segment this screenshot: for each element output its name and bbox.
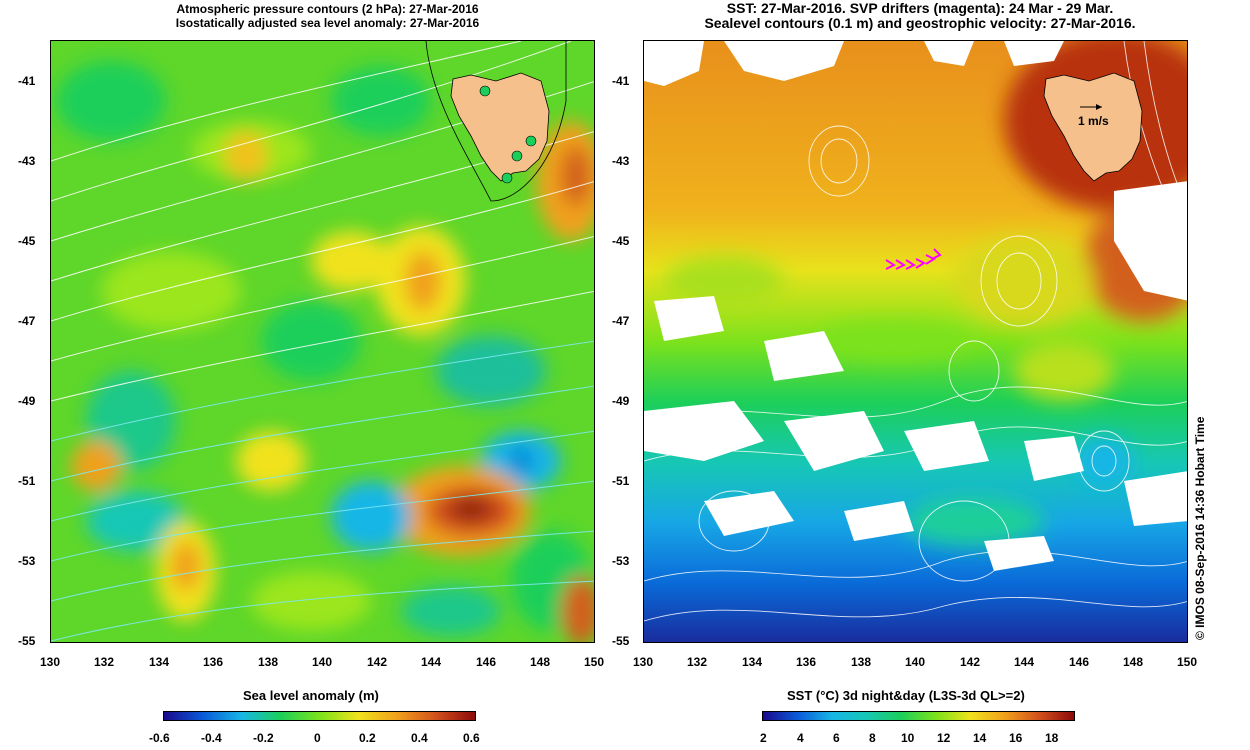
right-cbar-tick: 4 bbox=[797, 731, 804, 745]
lon-tick: 138 bbox=[258, 655, 279, 669]
right-cbar-tick: 14 bbox=[973, 731, 987, 745]
lon-tick: 140 bbox=[312, 655, 333, 669]
lon-tick: 136 bbox=[203, 655, 224, 669]
right-cbar-tick: 6 bbox=[833, 731, 840, 745]
svp-drifters bbox=[885, 248, 942, 270]
lat-tick: -55 bbox=[18, 634, 36, 648]
sea-level-anomaly-map bbox=[50, 40, 595, 643]
tasmania-land bbox=[450, 72, 550, 182]
lon-tick: 148 bbox=[1123, 655, 1144, 669]
lon-tick: 144 bbox=[1014, 655, 1035, 669]
lon-tick: 132 bbox=[687, 655, 708, 669]
lat-tick: -47 bbox=[612, 314, 630, 328]
lon-tick: 140 bbox=[905, 655, 926, 669]
lat-tick: -45 bbox=[18, 234, 36, 248]
lat-tick: -51 bbox=[18, 474, 36, 488]
lon-tick: 146 bbox=[476, 655, 497, 669]
lat-tick: -55 bbox=[612, 634, 630, 648]
left-cbar-tick: 0 bbox=[314, 731, 321, 745]
right-cbar-tick: 2 bbox=[760, 731, 767, 745]
right-title-line1: SST: 27-Mar-2016. SVP drifters (magenta)… bbox=[726, 0, 1114, 16]
lon-tick: 150 bbox=[1177, 655, 1198, 669]
lat-tick: -41 bbox=[612, 74, 630, 88]
left-cbar-tick: -0.2 bbox=[253, 731, 274, 745]
tasmania-land-sst bbox=[1043, 72, 1143, 182]
lon-tick: 132 bbox=[94, 655, 115, 669]
lon-tick: 134 bbox=[742, 655, 763, 669]
sst-colorbar bbox=[762, 711, 1075, 721]
left-cbar-tick: 0.6 bbox=[463, 731, 480, 745]
lat-tick: -41 bbox=[18, 74, 36, 88]
right-cbar-tick: 18 bbox=[1045, 731, 1059, 745]
lon-tick: 138 bbox=[851, 655, 872, 669]
lat-tick: -53 bbox=[612, 554, 630, 568]
lon-tick: 144 bbox=[421, 655, 442, 669]
left-cbar-tick: 0.4 bbox=[411, 731, 428, 745]
right-cbar-tick: 8 bbox=[869, 731, 876, 745]
lat-tick: -43 bbox=[612, 154, 630, 168]
lon-tick: 142 bbox=[367, 655, 388, 669]
left-cbar-tick: -0.4 bbox=[201, 731, 222, 745]
lon-tick: 148 bbox=[530, 655, 551, 669]
lat-tick: -51 bbox=[612, 474, 630, 488]
lat-tick: -49 bbox=[18, 394, 36, 408]
lat-tick: -47 bbox=[18, 314, 36, 328]
lon-tick: 146 bbox=[1069, 655, 1090, 669]
lon-tick: 130 bbox=[633, 655, 654, 669]
right-title-line2: Sealevel contours (0.1 m) and geostrophi… bbox=[704, 15, 1136, 31]
copyright-text: © IMOS 08-Sep-2016 14:36 Hobart Time bbox=[1193, 416, 1207, 640]
left-colorbar-title: Sea level anomaly (m) bbox=[243, 688, 379, 703]
right-cbar-tick: 10 bbox=[901, 731, 915, 745]
lon-tick: 150 bbox=[584, 655, 605, 669]
lon-tick: 134 bbox=[149, 655, 170, 669]
lon-tick: 130 bbox=[40, 655, 61, 669]
lon-tick: 142 bbox=[960, 655, 981, 669]
lat-tick: -49 bbox=[612, 394, 630, 408]
sst-map bbox=[643, 40, 1188, 643]
velocity-scale-arrow bbox=[1080, 104, 1102, 110]
velocity-scale-label: 1 m/s bbox=[1078, 114, 1109, 128]
right-cbar-tick: 16 bbox=[1009, 731, 1023, 745]
right-colorbar-title: SST (°C) 3d night&day (L3S-3d QL>=2) bbox=[787, 688, 1025, 703]
right-cbar-tick: 12 bbox=[937, 731, 951, 745]
left-cbar-tick: 0.2 bbox=[359, 731, 376, 745]
lon-tick: 136 bbox=[796, 655, 817, 669]
left-title-line1: Atmospheric pressure contours (2 hPa): 2… bbox=[176, 2, 479, 16]
lat-tick: -43 bbox=[18, 154, 36, 168]
sea-level-colorbar bbox=[163, 711, 476, 721]
lat-tick: -53 bbox=[18, 554, 36, 568]
lat-tick: -45 bbox=[612, 234, 630, 248]
left-cbar-tick: -0.6 bbox=[149, 731, 170, 745]
left-title-line2: Isostatically adjusted sea level anomaly… bbox=[175, 16, 480, 30]
